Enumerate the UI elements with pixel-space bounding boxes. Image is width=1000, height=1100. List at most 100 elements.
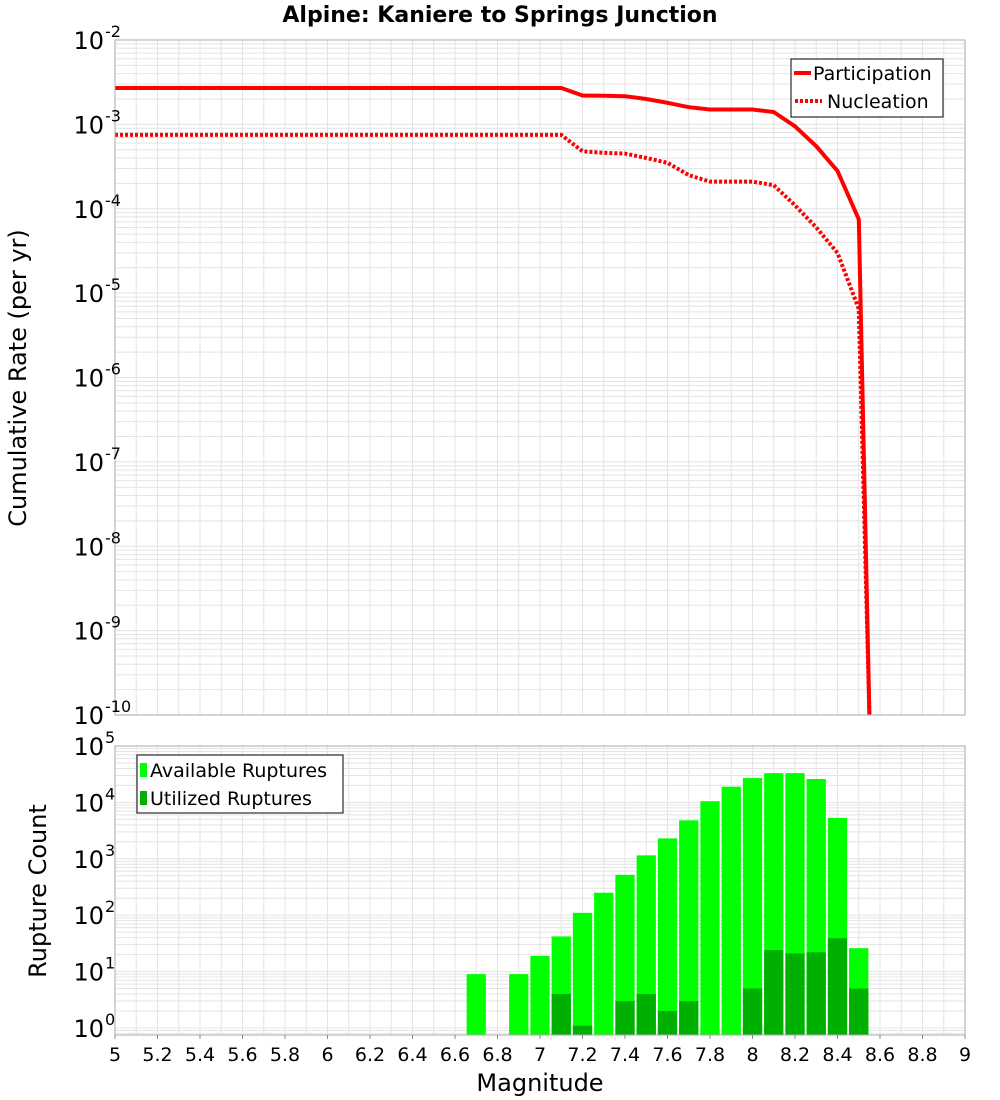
x-tick-label: 7.8 xyxy=(695,1044,725,1066)
legend-available-swatch xyxy=(140,763,147,777)
bottom-legend-box xyxy=(136,754,344,814)
utilized-bar xyxy=(827,938,848,1035)
legend-available-label: Available Ruptures xyxy=(150,760,327,782)
available-bar xyxy=(636,855,656,1035)
bottom-x-ticks: 5 5.2 5.4 5.6 5.8 6 6.2 6.4 6.6 6.8 7 7.2 7.4 7.6 7.8 8… xyxy=(109,1035,971,1066)
x-tick-label: 6.6 xyxy=(440,1044,470,1066)
y-tick-label: 10 xyxy=(73,365,104,393)
bottom-y-axis-label: Rupture Count xyxy=(24,804,52,978)
y-tick-exponent: -9 xyxy=(105,613,121,632)
x-tick-label: 8 xyxy=(746,1044,758,1066)
legend-utilized-swatch xyxy=(140,791,147,805)
legend-nucleation-label: Nucleation xyxy=(827,91,929,113)
x-tick-label: 9 xyxy=(959,1044,971,1066)
x-tick-label: 6.2 xyxy=(355,1044,385,1066)
x-axis-label: Magnitude xyxy=(476,1069,603,1097)
x-tick-label: 5.8 xyxy=(270,1044,300,1066)
series-line-participation xyxy=(115,86,872,715)
x-tick-label: 6.4 xyxy=(397,1044,427,1066)
utilized-bar xyxy=(657,1010,678,1035)
y-tick-exponent: -2 xyxy=(105,22,121,41)
y-tick-label: 10 xyxy=(73,533,104,561)
y-tick-exponent: 0 xyxy=(105,1010,115,1029)
available-bar xyxy=(572,912,593,1035)
y-tick-exponent: -4 xyxy=(105,191,121,210)
y-tick-label: 10 xyxy=(73,846,104,874)
y-tick-label: 10 xyxy=(73,27,104,55)
x-tick-label: 7 xyxy=(534,1044,546,1066)
available-bar xyxy=(700,801,720,1035)
y-tick-label: 10 xyxy=(73,618,104,646)
y-tick-exponent: 4 xyxy=(105,784,115,803)
chart-title: Alpine: Kaniere to Springs Junction xyxy=(282,3,717,28)
x-tick-label: 5.6 xyxy=(227,1044,257,1066)
y-tick-label: 10 xyxy=(73,196,104,224)
y-tick-exponent: -7 xyxy=(105,444,121,463)
top-y-axis-label: Cumulative Rate (per yr) xyxy=(4,229,32,527)
x-tick-label: 8.2 xyxy=(780,1044,810,1066)
x-tick-label: 7.6 xyxy=(652,1044,682,1066)
x-tick-label: 6.8 xyxy=(482,1044,512,1066)
y-tick-label: 10 xyxy=(73,902,104,930)
available-bar xyxy=(742,778,763,1035)
available-bar xyxy=(530,955,550,1035)
available-bar xyxy=(466,974,486,1035)
x-tick-label: 6 xyxy=(321,1044,333,1066)
y-tick-exponent: 1 xyxy=(105,954,115,973)
y-tick-exponent: -3 xyxy=(105,106,121,125)
y-tick-label: 10 xyxy=(73,111,104,139)
y-tick-label: 10 xyxy=(73,702,104,730)
top-plot-frame xyxy=(114,39,966,716)
available-bar xyxy=(657,838,678,1035)
x-tick-label: 5.4 xyxy=(185,1044,215,1066)
utilized-bar xyxy=(679,1001,699,1035)
y-tick-label: 10 xyxy=(73,1015,104,1043)
utilized-bar xyxy=(551,994,571,1035)
bottom-legend: Available Ruptures Utilized Ruptures xyxy=(136,754,344,814)
utilized-bar xyxy=(572,1025,593,1035)
top-legend: Participation Nucleation xyxy=(790,58,944,118)
y-tick-label: 10 xyxy=(73,959,104,987)
x-tick-label: 7.4 xyxy=(610,1044,640,1066)
y-tick-label: 10 xyxy=(73,733,104,761)
available-bar xyxy=(679,820,699,1035)
legend-utilized-label: Utilized Ruptures xyxy=(150,788,312,810)
y-tick-label: 10 xyxy=(73,280,104,308)
y-tick-exponent: 3 xyxy=(105,841,115,860)
top-grid xyxy=(114,40,966,716)
x-tick-label: 8.4 xyxy=(822,1044,852,1066)
y-tick-exponent: -8 xyxy=(105,528,121,547)
utilized-bar xyxy=(764,950,784,1035)
x-tick-label: 8.6 xyxy=(865,1044,895,1066)
utilized-bar xyxy=(636,994,656,1035)
legend-participation-label: Participation xyxy=(813,63,932,85)
utilized-bar xyxy=(806,952,826,1035)
available-bar xyxy=(594,892,614,1035)
y-tick-label: 10 xyxy=(73,449,104,477)
x-tick-label: 8.8 xyxy=(907,1044,937,1066)
utilized-bar xyxy=(785,953,805,1035)
top-legend-box xyxy=(790,58,944,118)
x-tick-label: 7.2 xyxy=(567,1044,597,1066)
utilized-bar xyxy=(615,1001,635,1035)
y-tick-exponent: -10 xyxy=(105,697,131,716)
top-lines xyxy=(115,86,872,715)
utilized-bar xyxy=(742,988,763,1035)
available-bar xyxy=(509,974,529,1035)
series-line-nucleation xyxy=(115,132,872,715)
y-tick-label: 10 xyxy=(73,789,104,817)
x-tick-label: 5 xyxy=(109,1044,121,1066)
x-tick-label: 5.2 xyxy=(142,1044,172,1066)
y-tick-exponent: 5 xyxy=(105,728,115,747)
utilized-bar xyxy=(849,988,869,1035)
bottom-bars xyxy=(466,773,869,1035)
available-bar xyxy=(615,874,635,1035)
y-tick-exponent: -6 xyxy=(105,360,121,379)
available-bar xyxy=(721,786,741,1035)
y-tick-exponent: -5 xyxy=(105,275,121,294)
